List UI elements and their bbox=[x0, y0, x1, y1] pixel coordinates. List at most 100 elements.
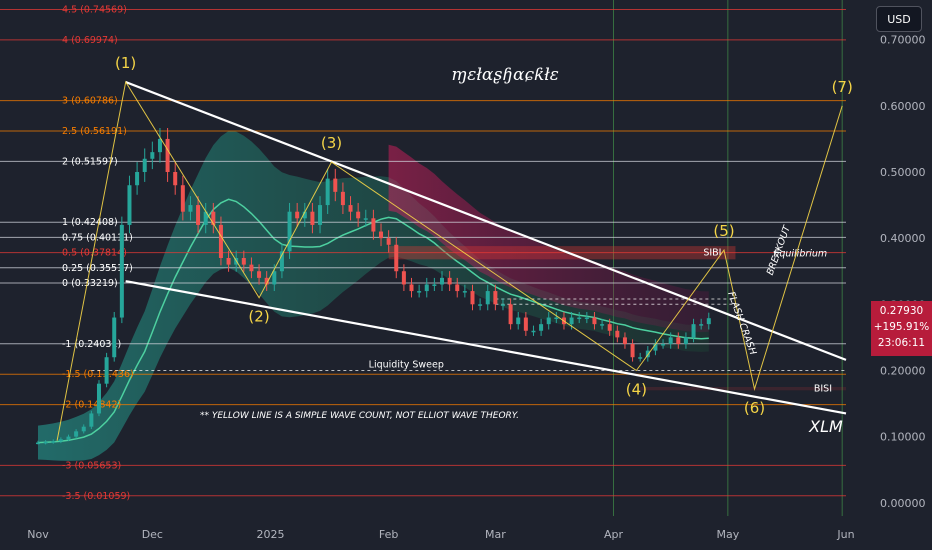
fib-label-10: -1 (0.24031) bbox=[62, 339, 121, 350]
candle-68 bbox=[554, 317, 559, 320]
candle-42 bbox=[356, 211, 361, 219]
wave-count[interactable]: (1) (2) (3) (4) (5) (6) (7) bbox=[56, 54, 853, 441]
candle-48 bbox=[401, 271, 406, 285]
trendline-lower bbox=[125, 280, 847, 415]
candle-66 bbox=[539, 324, 544, 331]
x-axis[interactable]: Nov Dec 2025 Feb Mar Apr May Jun bbox=[27, 528, 854, 541]
candle-27 bbox=[241, 258, 246, 265]
candle-78 bbox=[630, 344, 635, 358]
trendline-upper bbox=[125, 81, 847, 361]
zone-label-0: SIBI bbox=[703, 248, 721, 259]
candle-11 bbox=[119, 224, 124, 318]
candle-22 bbox=[203, 211, 208, 225]
dashed-level-label-0: Liquidity Sweep bbox=[369, 359, 444, 370]
fib-levels[interactable]: 4.5 (0.74569) 4 (0.69974) 3 (0.60786) 2.5 (… bbox=[0, 4, 846, 502]
candle-41 bbox=[348, 205, 353, 212]
fib-label-13: -3 (0.05653) bbox=[62, 460, 121, 471]
y-tick-1: 0.60000 bbox=[880, 100, 926, 113]
candle-45 bbox=[379, 231, 384, 239]
chart-text-0: Equilibrium bbox=[773, 249, 827, 260]
candle-8 bbox=[96, 383, 101, 414]
currency-button[interactable]: USD bbox=[876, 6, 922, 32]
candle-71 bbox=[577, 317, 582, 320]
candle-30 bbox=[264, 277, 269, 285]
candle-9 bbox=[104, 357, 109, 384]
x-tick-apr: Apr bbox=[604, 528, 624, 541]
candle-59 bbox=[485, 291, 490, 305]
fib-label-1: 4 (0.69974) bbox=[62, 35, 118, 46]
zones[interactable]: SIBI BISI Liquidity Sweep bbox=[91, 246, 846, 395]
trendlines[interactable] bbox=[125, 81, 847, 415]
candle-56 bbox=[462, 291, 467, 293]
candle-47 bbox=[394, 244, 399, 272]
x-tick-mar: Mar bbox=[485, 528, 506, 541]
candle-1 bbox=[43, 441, 48, 444]
ma-band-bearish bbox=[388, 144, 709, 333]
candle-20 bbox=[188, 205, 193, 212]
current-price-badge: 0.27930 +195.91% 23:06:11 bbox=[871, 301, 932, 356]
candle-80 bbox=[645, 350, 650, 358]
candle-76 bbox=[615, 330, 620, 338]
candle-52 bbox=[432, 284, 437, 286]
candle-countdown: 23:06:11 bbox=[877, 337, 926, 349]
candle-49 bbox=[409, 284, 414, 292]
candle-86 bbox=[691, 324, 696, 338]
wave-label-3: (3) bbox=[321, 134, 342, 152]
candle-6 bbox=[81, 426, 86, 432]
candle-57 bbox=[470, 291, 475, 305]
candle-53 bbox=[440, 277, 444, 285]
candle-32 bbox=[279, 251, 284, 272]
fib-label-12: -2 (0.14842) bbox=[62, 400, 121, 411]
candle-28 bbox=[249, 264, 254, 272]
candle-34 bbox=[295, 211, 300, 219]
candle-74 bbox=[600, 324, 605, 326]
x-tick-2025: 2025 bbox=[256, 528, 284, 541]
candle-87 bbox=[699, 324, 704, 326]
candle-72 bbox=[584, 317, 589, 320]
candle-81 bbox=[653, 344, 658, 351]
candle-19 bbox=[180, 185, 185, 212]
candle-58 bbox=[478, 304, 483, 306]
candle-75 bbox=[607, 324, 612, 331]
wave-label-5: (5) bbox=[713, 222, 734, 240]
candle-39 bbox=[333, 178, 338, 192]
candle-16 bbox=[157, 138, 162, 153]
zone-bisi bbox=[640, 387, 846, 391]
candle-2 bbox=[51, 441, 56, 443]
y-axis[interactable]: 0.700000.600000.500000.400000.300000.200… bbox=[880, 34, 926, 510]
fib-label-14: -3.5 (0.01059) bbox=[62, 491, 130, 502]
candle-14 bbox=[142, 158, 147, 172]
y-tick-0: 0.70000 bbox=[880, 34, 926, 47]
y-tick-6: 0.10000 bbox=[880, 431, 926, 444]
candle-84 bbox=[676, 337, 681, 344]
candle-13 bbox=[135, 172, 140, 186]
candle-23 bbox=[211, 211, 216, 225]
candle-44 bbox=[371, 218, 376, 232]
candle-40 bbox=[340, 191, 345, 206]
candle-46 bbox=[386, 238, 391, 245]
candle-3 bbox=[58, 439, 63, 442]
wave-label-1: (1) bbox=[115, 54, 136, 72]
candle-5 bbox=[74, 431, 79, 437]
x-tick-dec: Dec bbox=[142, 528, 163, 541]
candle-37 bbox=[318, 205, 323, 225]
x-tick-nov: Nov bbox=[27, 528, 49, 541]
x-tick-jun: Jun bbox=[836, 528, 854, 541]
candle-7 bbox=[89, 413, 94, 427]
candle-33 bbox=[287, 211, 292, 252]
symbol-label: XLM bbox=[808, 417, 843, 436]
fib-label-8: 0.25 (0.35517) bbox=[62, 263, 133, 274]
candle-73 bbox=[592, 317, 597, 325]
candle-31 bbox=[272, 271, 277, 285]
candle-88 bbox=[706, 318, 711, 325]
candle-10 bbox=[112, 317, 117, 358]
candle-36 bbox=[310, 211, 315, 225]
wave-path bbox=[56, 80, 843, 441]
candle-35 bbox=[302, 211, 307, 219]
candle-15 bbox=[150, 152, 155, 159]
fib-label-2: 3 (0.60786) bbox=[62, 96, 118, 107]
fib-label-7: 0.5 (0.37814) bbox=[62, 248, 127, 259]
y-tick-2: 0.50000 bbox=[880, 166, 926, 179]
